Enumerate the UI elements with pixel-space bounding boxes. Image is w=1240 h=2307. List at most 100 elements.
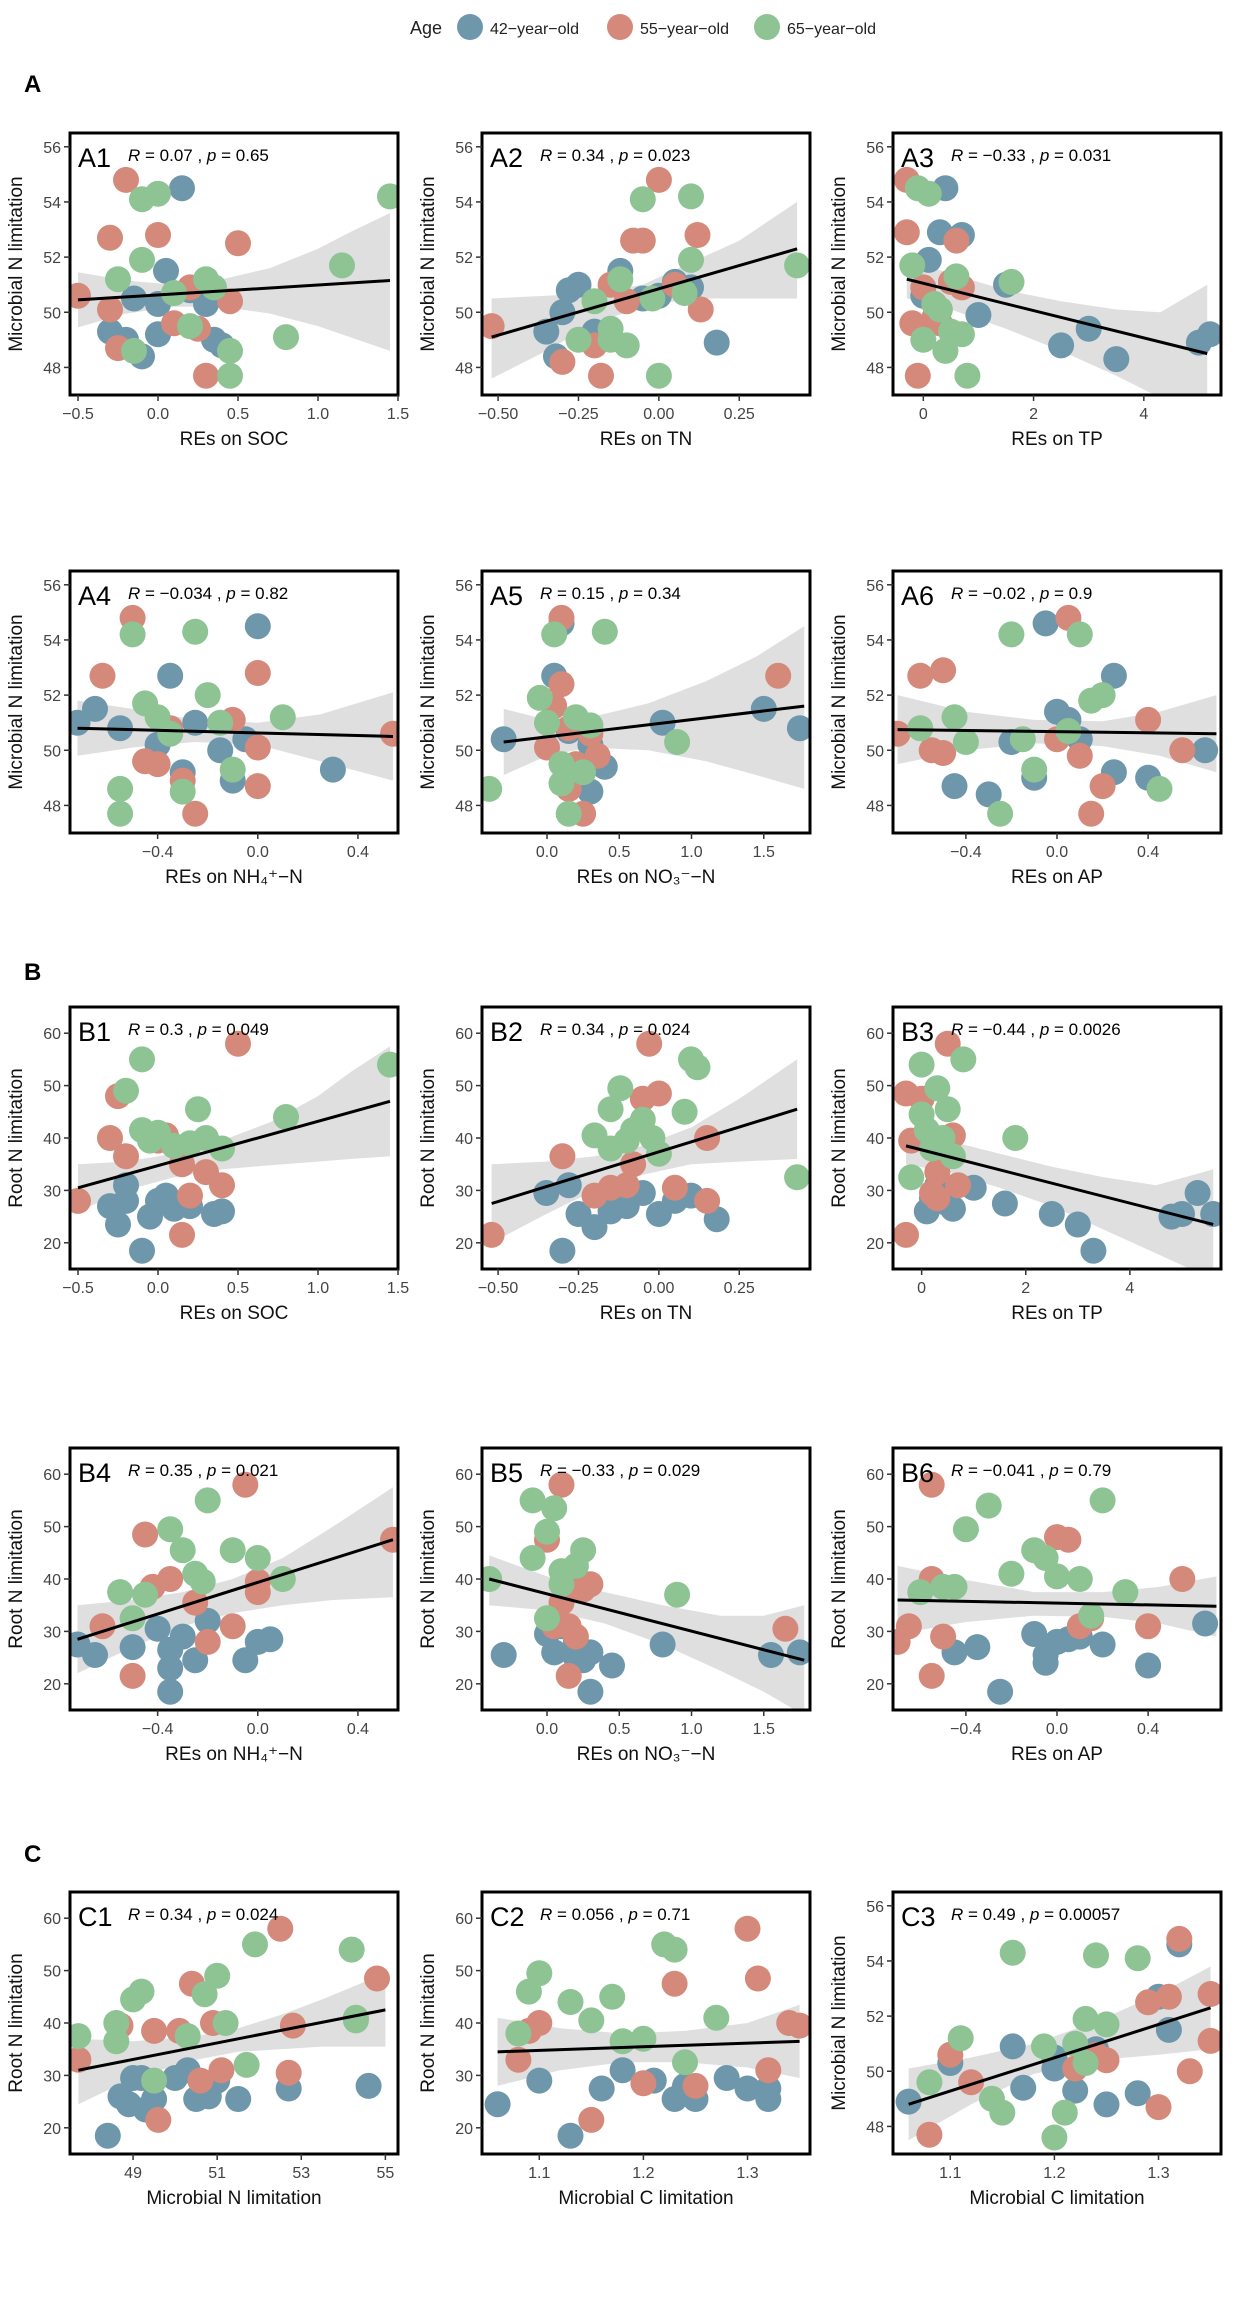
point-c1-age55-10 — [275, 2059, 302, 2086]
point-a3-age65-9 — [998, 268, 1025, 295]
panel-a1: 48 50 52 54 56 −0.5 0.0 0.5 1.0 1.5 REs on SOC Micr… — [6, 131, 409, 450]
stats-annotation-a5: R = 0.15 , p = 0.34 — [540, 584, 681, 603]
y-tick-label-c3-2: 52 — [866, 2009, 884, 2026]
panel-b2: 20 30 40 50 60 −0.50 −0.25 0.00 0.25 REs on TN Roo… — [418, 1005, 812, 1324]
point-b3-age65-8 — [1002, 1125, 1029, 1151]
point-c2-age42-2 — [557, 2122, 584, 2149]
x-tick-label-b6-1: 0.0 — [1046, 1721, 1068, 1738]
point-a6-age55-3 — [930, 657, 957, 684]
point-b3-age65-6 — [934, 1096, 961, 1123]
point-a5-age42-10 — [786, 715, 810, 742]
point-b3-age55-5 — [924, 1159, 951, 1186]
x-tick-label-a2-1: −0.25 — [558, 406, 599, 423]
stats-annotation-a4: R = −0.034 , p = 0.82 — [128, 584, 288, 603]
y-tick-label-b5-3: 50 — [455, 1520, 473, 1537]
point-a1-age55-4 — [113, 166, 139, 193]
point-a5-age65-3 — [541, 621, 568, 648]
point-a5-age65-7 — [577, 712, 604, 739]
y-tick-label-c2-4: 60 — [455, 1911, 473, 1928]
point-a1-age65-11 — [329, 252, 355, 279]
point-b6-age65-7 — [1044, 1563, 1070, 1590]
point-c1-age55-0 — [70, 2046, 92, 2073]
point-c1-age65-1 — [103, 2028, 130, 2055]
panel-label-b4: B4 — [78, 1458, 111, 1488]
point-a2-age65-3 — [607, 266, 634, 293]
point-c3-age65-13 — [1072, 2050, 1099, 2076]
x-tick-label-c3-0: 1.1 — [939, 2165, 961, 2182]
x-tick-label-c2-1: 1.2 — [632, 2165, 654, 2182]
point-b6-age65-2 — [952, 1516, 979, 1543]
x-tick-label-c1-2: 53 — [292, 2165, 310, 2182]
point-a4-age65-4 — [169, 778, 196, 805]
section-label-c: C — [24, 1841, 41, 1868]
point-a3-age65-0 — [899, 252, 926, 279]
point-a3-age65-10 — [910, 326, 937, 353]
point-b3-age65-10 — [939, 1143, 966, 1170]
regression-line-c3 — [908, 2006, 1212, 2106]
y-tick-label-b2-2: 40 — [455, 1131, 473, 1148]
y-tick-label-b4-4: 60 — [43, 1467, 61, 1484]
point-b3-age55-0 — [893, 1221, 919, 1248]
y-tick-label-b6-2: 40 — [866, 1572, 884, 1589]
y-tick-label-c2-1: 30 — [455, 2068, 473, 2085]
x-tick-label-a3-0: 0 — [919, 406, 928, 423]
legend: Age 42−year−old 55−year−old 65−year−old — [410, 14, 876, 40]
x-tick-label-b4-1: 0.0 — [247, 1721, 269, 1738]
point-b1-age42-1 — [105, 1211, 131, 1238]
point-a2-age65-7 — [645, 362, 672, 389]
point-a2-age65-10 — [678, 246, 704, 273]
point-c2-age55-3 — [578, 2106, 605, 2133]
point-b2-age55-8 — [645, 1080, 672, 1107]
point-a5-age65-1 — [526, 684, 553, 711]
panels: 48 50 52 54 56 −0.5 0.0 0.5 1.0 1.5 REs on SOC Micr… — [6, 131, 1223, 2209]
y-tick-label-b6-0: 20 — [866, 1677, 884, 1694]
point-c3-age42-7 — [1093, 2091, 1120, 2118]
panel-plot-area-a1 — [70, 166, 398, 389]
point-c3-age55-11 — [1197, 1981, 1221, 2007]
y-axis-label-a3: Microbial N limitation — [829, 176, 850, 351]
point-a4-age65-5 — [182, 618, 209, 645]
x-tick-label-b3-2: 4 — [1125, 1280, 1134, 1297]
point-c2-age65-11 — [609, 2028, 636, 2055]
point-a4-age42-5 — [182, 709, 209, 736]
point-c3-age55-8 — [1166, 1925, 1193, 1952]
confidence-band-a3 — [906, 259, 1208, 395]
point-a5-age55-2 — [548, 671, 575, 698]
point-a2-age65-0 — [565, 326, 592, 353]
point-b1-age55-6 — [169, 1221, 195, 1248]
point-c3-age65-9 — [1072, 2005, 1099, 2032]
stats-annotation-b4: R = 0.35 , p = 0.021 — [128, 1461, 278, 1480]
point-c1-age42-6 — [141, 2086, 168, 2112]
point-c1-age65-12 — [338, 1936, 365, 1963]
y-axis-label-a1: Microbial N limitation — [6, 176, 27, 351]
regression-line-a1 — [77, 279, 391, 302]
point-a3-age42-4 — [965, 302, 992, 328]
stats-annotation-b6: R = −0.041 , p = 0.79 — [951, 1461, 1111, 1480]
point-a2-age55-9 — [684, 222, 711, 248]
point-a2-age42-10 — [703, 329, 730, 356]
panel-frame-c3 — [891, 1890, 1223, 2156]
point-b6-age55-4 — [930, 1623, 957, 1650]
panel-label-a3: A3 — [901, 143, 934, 173]
y-axis-label-b1: Root N limitation — [6, 1068, 27, 1207]
x-tick-label-b1-0: −0.5 — [62, 1280, 94, 1297]
point-c3-age42-8 — [1124, 2080, 1151, 2107]
point-b1-age55-9 — [209, 1172, 235, 1199]
x-axis-label-a1: REs on SOC — [180, 429, 289, 450]
panel-plot-area-b5 — [482, 1471, 810, 1710]
point-c2-age55-5 — [661, 1970, 688, 1997]
point-c3-age65-12 — [1124, 1945, 1151, 1972]
panel-plot-area-b2 — [482, 1030, 810, 1264]
point-b2-age55-0 — [482, 1221, 505, 1248]
point-b4-age65-0 — [107, 1579, 134, 1606]
x-tick-label-b4-2: 0.4 — [347, 1721, 369, 1738]
point-c3-age55-9 — [1176, 2058, 1203, 2085]
point-a1-age42-10 — [121, 285, 147, 312]
y-axis-label-a5: Microbial N limitation — [418, 614, 439, 789]
point-c1-age65-11 — [242, 1931, 268, 1958]
x-axis-label-a3: REs on TP — [1011, 429, 1103, 450]
y-axis-label-c2: Root N limitation — [418, 1953, 439, 2092]
y-tick-label-a1-1: 50 — [43, 305, 61, 322]
point-b1-age65-0 — [113, 1077, 139, 1104]
y-tick-label-a1-2: 52 — [43, 250, 61, 267]
